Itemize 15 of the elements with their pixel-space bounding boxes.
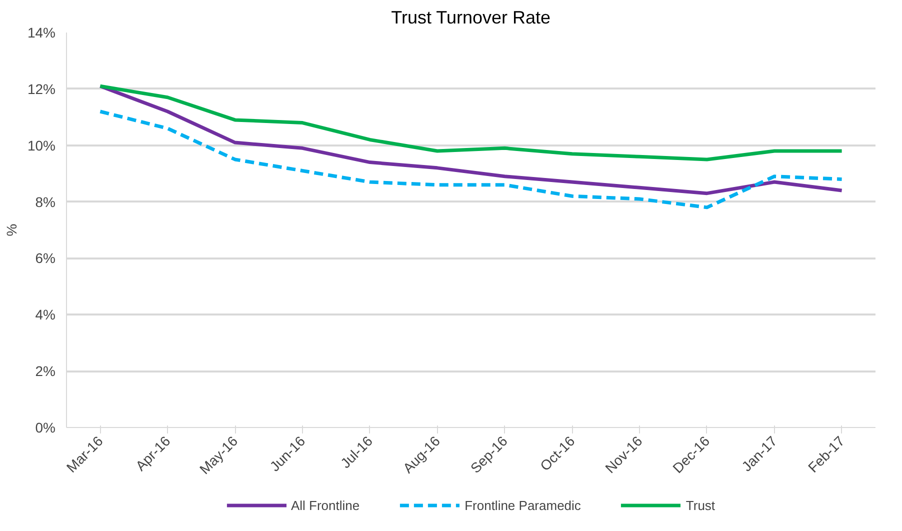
legend-label: Frontline Paramedic <box>464 498 581 512</box>
legend-label: Trust <box>686 498 716 512</box>
line-series <box>98 110 844 210</box>
y-tick-label: 4% <box>35 306 56 323</box>
y-tick-label: 6% <box>35 250 56 266</box>
y-tick-label: 8% <box>35 194 56 210</box>
y-tick-label: 14% <box>27 24 56 40</box>
legend-label: All Frontline <box>290 498 360 512</box>
y-tick-label: 10% <box>27 137 56 154</box>
line-series <box>98 84 844 162</box>
y-tick-label: 12% <box>27 80 56 97</box>
chart-title: Trust Turnover Rate <box>391 8 551 28</box>
y-tick-label: 0% <box>35 420 56 436</box>
y-tick-label: 2% <box>35 363 56 380</box>
y-axis-title: % <box>3 224 20 236</box>
